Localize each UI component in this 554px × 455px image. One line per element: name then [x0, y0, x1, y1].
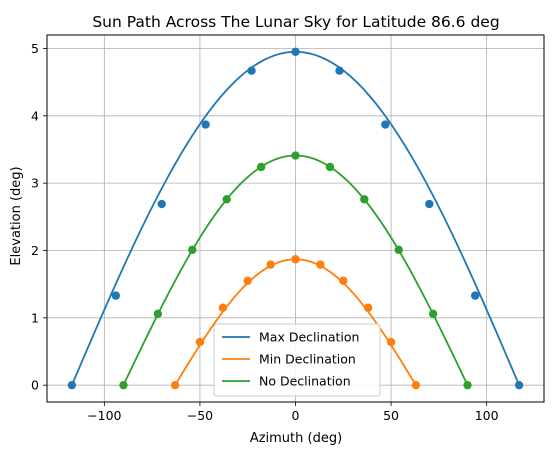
data-point-min-declination [195, 337, 205, 347]
x-tick-label: 0 [292, 408, 300, 423]
data-point-no-declination [291, 151, 300, 160]
data-point-max-declination [201, 120, 210, 129]
y-tick-label: 0 [31, 378, 39, 393]
y-tick-label: 1 [31, 310, 39, 325]
data-point-no-declination [153, 309, 163, 318]
data-point-min-declination [243, 276, 252, 285]
data-point-min-declination [218, 303, 228, 312]
chart-title: Sun Path Across The Lunar Sky for Latitu… [92, 13, 499, 31]
data-point-no-declination [325, 162, 335, 172]
series-layer [67, 47, 524, 390]
data-point-max-declination [291, 47, 300, 57]
data-point-no-declination [360, 195, 369, 204]
data-point-max-declination [111, 291, 121, 300]
data-point-max-declination [381, 120, 390, 129]
legend-box [213, 323, 381, 397]
x-tick-label: −100 [87, 408, 121, 423]
data-point-max-declination [335, 66, 344, 75]
x-tick-label: −50 [187, 408, 213, 423]
data-point-no-declination [188, 245, 197, 255]
x-tick-label: 50 [383, 408, 399, 423]
data-point-min-declination [386, 337, 396, 347]
data-point-min-declination [316, 260, 325, 269]
data-point-min-declination [170, 380, 180, 390]
data-point-no-declination [394, 245, 403, 255]
x-axis-label: Azimuth (deg) [250, 431, 342, 446]
data-point-no-declination [428, 309, 438, 318]
y-tick-label: 4 [31, 108, 39, 123]
y-axis-label: Elevation (deg) [9, 166, 24, 265]
x-tick-label: 100 [475, 408, 499, 423]
data-point-max-declination [67, 380, 77, 390]
data-point-min-declination [291, 255, 300, 264]
legend-label-max-declination: Max Declination [259, 330, 359, 345]
data-point-min-declination [266, 260, 275, 269]
data-point-max-declination [247, 66, 256, 75]
y-tick-label: 3 [31, 176, 39, 191]
data-point-max-declination [157, 199, 166, 209]
axis-ticks: −100 −50 0 50 100 0 1 2 3 4 5 [31, 41, 499, 423]
data-point-no-declination [222, 195, 231, 204]
data-point-min-declination [339, 276, 348, 285]
data-point-max-declination [425, 199, 434, 209]
data-point-no-declination [256, 162, 266, 172]
legend-label-min-declination: Min Declination [259, 352, 356, 367]
data-point-no-declination [119, 380, 128, 390]
data-point-min-declination [363, 303, 373, 312]
data-point-no-declination [463, 380, 472, 390]
legend: Max Declination Min Declination No Declina… [213, 323, 381, 397]
data-point-min-declination [411, 380, 421, 390]
data-point-max-declination [470, 291, 480, 300]
legend-label-no-declination: No Declination [259, 374, 351, 389]
data-point-max-declination [514, 380, 524, 390]
y-tick-label: 5 [31, 41, 39, 56]
y-tick-label: 2 [31, 243, 39, 258]
